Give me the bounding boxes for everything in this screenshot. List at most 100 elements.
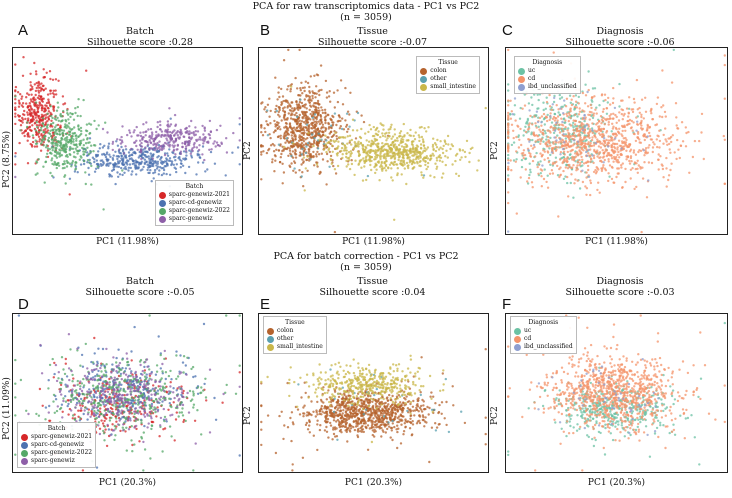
data-point <box>120 154 123 157</box>
data-point <box>636 171 639 174</box>
data-point <box>86 418 89 421</box>
data-point <box>362 120 366 124</box>
data-point <box>567 119 570 123</box>
data-point <box>123 163 126 166</box>
data-point <box>569 145 572 148</box>
data-point <box>304 151 308 155</box>
data-point <box>274 159 277 162</box>
data-point <box>85 129 89 133</box>
data-point <box>621 108 625 112</box>
data-point <box>272 131 276 134</box>
data-point <box>269 109 272 113</box>
data-point <box>534 155 537 158</box>
data-point <box>669 135 673 139</box>
data-point <box>681 140 685 143</box>
data-point <box>571 137 574 141</box>
data-point <box>542 101 545 104</box>
data-point <box>531 138 534 142</box>
data-point <box>165 131 169 134</box>
data-point <box>380 145 383 149</box>
data-point <box>673 151 676 154</box>
data-point <box>44 406 48 409</box>
data-point <box>405 161 409 165</box>
data-point <box>390 167 393 170</box>
data-point <box>282 116 286 119</box>
data-point <box>519 127 522 131</box>
data-point <box>370 168 373 172</box>
legend-swatch <box>158 207 166 215</box>
data-point <box>14 63 17 66</box>
data-point <box>38 104 41 107</box>
data-point <box>539 152 542 155</box>
data-point <box>61 134 65 138</box>
data-point <box>566 144 569 147</box>
data-point <box>609 103 612 106</box>
data-point <box>152 171 155 175</box>
data-point <box>104 121 107 124</box>
data-point <box>18 141 21 145</box>
data-point <box>76 152 79 155</box>
data-point <box>585 193 588 196</box>
data-point <box>590 106 593 110</box>
data-point <box>168 157 172 160</box>
data-point <box>647 161 651 164</box>
data-point <box>292 126 296 129</box>
data-point <box>571 148 574 152</box>
data-point <box>668 142 671 146</box>
data-point <box>46 93 50 96</box>
data-point <box>260 131 263 134</box>
data-point <box>84 342 88 346</box>
data-point <box>197 138 200 141</box>
data-point <box>368 158 372 161</box>
data-point <box>86 161 89 164</box>
data-point <box>572 119 575 122</box>
data-point <box>165 391 169 394</box>
data-point <box>556 115 560 118</box>
data-point <box>65 375 69 378</box>
data-point <box>274 129 277 132</box>
data-point <box>441 151 445 155</box>
data-point <box>615 158 618 161</box>
data-point <box>31 115 35 118</box>
data-point <box>117 348 120 351</box>
data-point <box>302 149 305 152</box>
data-point <box>76 145 79 149</box>
data-point <box>554 145 557 149</box>
data-point <box>93 170 97 173</box>
data-point <box>47 118 51 121</box>
data-point <box>350 152 353 155</box>
data-point <box>630 160 633 163</box>
data-point <box>507 145 510 148</box>
data-point <box>291 145 295 148</box>
data-point <box>284 147 288 150</box>
data-point <box>299 122 302 126</box>
data-point <box>603 167 607 170</box>
data-point <box>655 138 658 141</box>
data-point <box>157 173 160 176</box>
data-point <box>377 130 380 133</box>
y-axis-label-b: PC2 <box>243 141 253 160</box>
data-point <box>36 104 39 107</box>
data-point <box>608 154 612 157</box>
data-point <box>557 146 560 149</box>
data-point <box>646 128 649 132</box>
data-point <box>553 94 556 98</box>
data-point <box>143 153 146 157</box>
data-point <box>169 381 172 384</box>
data-point <box>29 98 33 101</box>
data-point <box>308 85 311 89</box>
data-point <box>329 142 332 146</box>
data-point <box>34 89 38 93</box>
data-point <box>385 154 388 157</box>
data-point <box>575 151 579 154</box>
data-point <box>425 167 428 171</box>
data-point <box>584 102 587 105</box>
data-point <box>281 149 284 153</box>
data-point <box>65 145 69 148</box>
data-point <box>560 117 563 120</box>
data-point <box>219 124 222 128</box>
data-point <box>28 112 31 115</box>
data-point <box>61 146 64 149</box>
data-point <box>364 148 367 152</box>
data-point <box>111 157 115 160</box>
